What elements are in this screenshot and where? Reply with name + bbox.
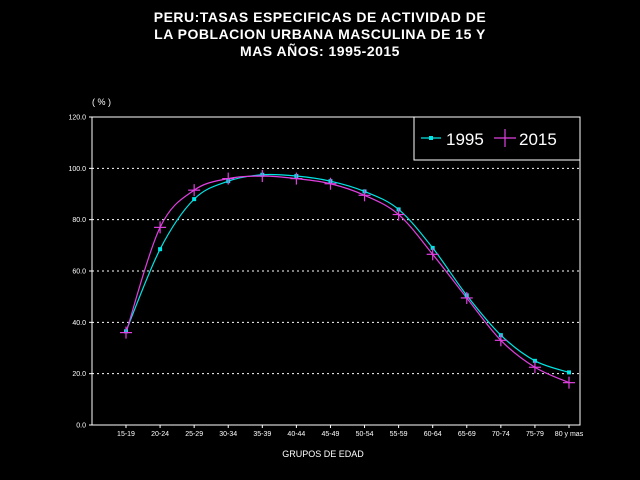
chart-title-line-1: PERU:TASAS ESPECIFICAS DE ACTIVIDAD DE [153,9,487,25]
legend-label-2015: 2015 [519,130,557,149]
x-tick-label: 15-19 [117,431,135,438]
y-tick-label: 0.0 [76,423,86,430]
y-tick-label: 20.0 [72,371,86,378]
y-tick-label: 60.0 [72,269,86,276]
point-2015 [358,189,371,202]
point-2015 [494,334,507,347]
point-2015 [460,291,473,304]
point-2015 [426,248,439,261]
x-tick-label: 65-69 [458,431,476,438]
x-tick-label: 50-54 [356,431,374,438]
x-tick-label: 30-34 [219,431,237,438]
y-tick-label: 120.0 [68,115,86,122]
x-tick-label: 35-39 [253,431,271,438]
point-2015 [154,221,167,234]
plot-frame [91,116,581,426]
x-tick-label: 60-64 [424,431,442,438]
legend-label-1995: 1995 [446,130,484,149]
chart-title-line-2: LA POBLACION URBANA MASCULINA DE 15 Y [154,26,486,42]
y-tick-label: 100.0 [68,166,86,173]
point-2015 [188,184,201,197]
point-2015 [120,326,132,339]
x-tick-label: 40-44 [287,431,305,438]
x-tick-label: 20-24 [151,431,169,438]
point-1995 [567,370,571,375]
series-line-2015 [125,175,570,384]
point-2015 [256,170,269,183]
legend-marker-1995 [429,136,433,140]
point-2015 [290,172,303,185]
point-2015 [563,376,575,389]
y-axis-label: ( % ) [92,97,111,107]
x-axis-label: GRUPOS DE EDAD [282,449,364,459]
point-2015 [392,208,405,221]
x-tick-label: 45-49 [322,431,340,438]
point-1995 [192,197,197,202]
y-tick-label: 40.0 [72,320,86,327]
point-2015 [222,172,235,185]
point-2015 [324,177,337,190]
x-tick-label: 80 y mas [555,431,584,438]
point-1995 [430,245,435,250]
x-tick-label: 75-79 [526,431,544,438]
x-tick-label: 55-59 [390,431,408,438]
x-tick-label: 70-74 [492,431,510,438]
point-1995 [158,247,163,252]
x-tick-label: 25-29 [185,431,203,438]
y-tick-label: 80.0 [72,217,86,224]
chart-title-line-3: MAS AÑOS: 1995-2015 [240,43,400,59]
point-1995 [532,358,537,363]
point-2015 [528,361,541,374]
